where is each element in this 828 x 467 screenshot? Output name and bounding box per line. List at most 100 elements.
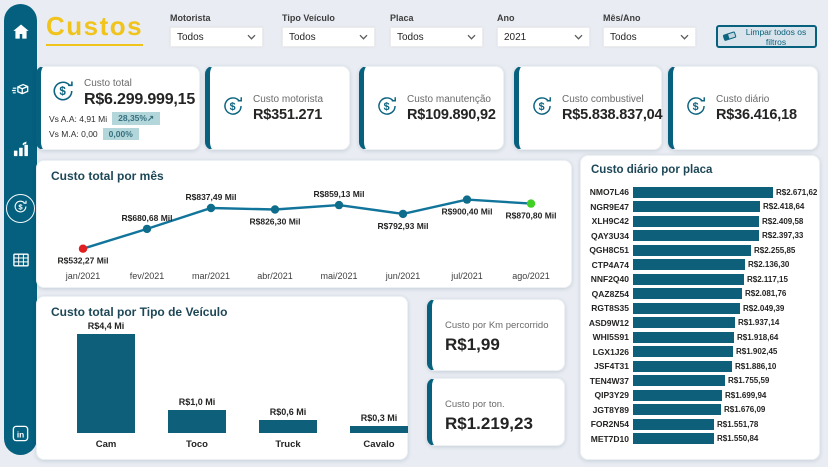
plate-bar-JSF4T31[interactable] (633, 360, 732, 372)
kpi-value: R$109.890,92 (407, 106, 496, 123)
bar-value-label: R$1,0 Mi (178, 397, 216, 407)
plate-label: FOR2N54 (590, 419, 629, 430)
clear-filters-button[interactable]: Limpar todos os filtros (716, 25, 817, 48)
data-point-mai/2021[interactable] (334, 200, 344, 210)
kpi-value: R$36.416,18 (716, 106, 797, 123)
bar-Toco[interactable] (168, 410, 226, 433)
plate-bar-ASD9W12[interactable] (633, 317, 735, 329)
plate-bar-QAZ8Z54[interactable] (633, 288, 742, 300)
bar-Cavalo[interactable] (350, 426, 408, 433)
plate-row: TEN4W37 R$1.755,59 (587, 374, 817, 389)
kpi-label: Custo diário (716, 93, 770, 105)
plate-value: R$1.755,59 (728, 376, 770, 386)
bar-column-Cam: R$4,4 Mi (74, 321, 138, 433)
plate-value: R$2.255,85 (754, 245, 796, 255)
bar-chart-card: Custo total por Tipo de Veículo R$4,4 Mi… (36, 296, 408, 460)
data-point-mar/2021[interactable] (206, 203, 216, 213)
filter-dropdown-2[interactable]: Todos (282, 27, 375, 47)
plate-bar-XLH9C42[interactable] (633, 215, 759, 227)
plate-label: XLH9C42 (591, 216, 629, 227)
bar-Cam[interactable] (77, 334, 135, 433)
x-axis-label: fev/2021 (130, 271, 165, 281)
chevron-down-icon (247, 32, 256, 43)
plate-value: R$1.937,14 (738, 318, 780, 328)
filter-dropdown-3[interactable]: Todos (390, 27, 483, 47)
plate-row: WHI5S91 R$1.918,64 (587, 330, 817, 345)
sidebar-item-table[interactable] (9, 251, 32, 274)
sidebar-item-stats[interactable] (9, 140, 32, 163)
sidebar-item-custos-active[interactable]: $ (6, 194, 35, 223)
plate-row: NMO7L46 R$2.671,62 (587, 185, 817, 200)
point-label: R$859,13 Mil (313, 189, 364, 199)
data-point-abr/2021[interactable] (270, 205, 280, 214)
plate-label: TEN4W37 (589, 375, 629, 386)
kpi-card-2: $ Custo motorista R$351.271 (205, 66, 350, 150)
plate-row: ASD9W12 R$1.937,14 (587, 316, 817, 331)
kpi-label: Custo manutenção (407, 93, 491, 105)
filter-dropdown-4[interactable]: 2021 (497, 27, 590, 47)
eraser-icon (722, 30, 737, 44)
plate-bar-LGX1J26[interactable] (633, 346, 733, 358)
kpi-card-custo-total: $ Custo total R$6.299.999,15 Vs A.A: 4,9… (36, 66, 200, 150)
kpi-card-3: $ Custo manutenção R$109.890,92 (359, 66, 504, 150)
plate-bar-NGR9E47[interactable] (633, 201, 760, 213)
point-label: R$792,93 Mil (377, 221, 428, 231)
page-title: Custos (46, 11, 144, 46)
x-axis-label: jun/2021 (385, 271, 421, 281)
filter-value: Todos (177, 31, 204, 43)
sidebar-item-home[interactable] (9, 23, 32, 46)
plate-value: R$2.671,62 (776, 187, 818, 197)
svg-text:in: in (17, 429, 24, 439)
data-point-jan/2021[interactable] (78, 244, 88, 253)
plate-value: R$1.550,84 (717, 434, 759, 444)
plate-bar-FOR2N54[interactable] (633, 418, 714, 430)
bar-column-Cavalo: R$0,3 Mi (347, 413, 411, 433)
vs-aa-label: Vs A.A: 4,91 Mi (49, 113, 108, 124)
plate-bar-NNF2Q40[interactable] (633, 273, 744, 285)
mini-kpi-card-2: Custo por ton. R$1.219,23 (427, 378, 565, 446)
plate-label: RGT8S35 (591, 303, 629, 314)
filter-label: Motorista (170, 13, 211, 23)
data-point-fev/2021[interactable] (142, 224, 152, 234)
plate-bar-QGH8C51[interactable] (633, 244, 751, 256)
plate-bar-JGT8Y89[interactable] (633, 404, 721, 416)
point-label: R$680,68 Mil (121, 213, 172, 223)
bar-column-Toco: R$1,0 Mi (165, 397, 229, 433)
chevron-down-icon (574, 32, 583, 43)
svg-text:$: $ (230, 100, 236, 112)
vs-aa-badge: 28,35%↗ (112, 112, 161, 125)
plate-row: LGX1J26 R$1.902,45 (587, 345, 817, 360)
linkedin-icon[interactable]: in (10, 423, 31, 444)
filter-dropdown-1[interactable]: Todos (170, 27, 263, 47)
x-axis-label: jul/2021 (450, 271, 483, 281)
clear-filters-label: Limpar todos os filtros (745, 26, 807, 47)
data-point-jul/2021[interactable] (462, 195, 472, 204)
filter-value: Todos (397, 31, 424, 43)
filter-dropdown-5[interactable]: Todos (603, 27, 696, 47)
plate-bar-QIP3Y29[interactable] (633, 389, 722, 401)
money-cycle-icon: $ (530, 94, 554, 123)
plate-row: JSF4T31 R$1.886,10 (587, 359, 817, 374)
x-axis-label: abr/2021 (257, 271, 293, 281)
plate-label: LGX1J26 (592, 346, 629, 357)
plate-bar-QAY3U34[interactable] (633, 230, 759, 242)
plate-bar-WHI5S91[interactable] (633, 331, 734, 343)
point-label: R$826,30 Mil (249, 217, 300, 227)
filter-value: 2021 (504, 31, 527, 43)
data-point-jun/2021[interactable] (398, 209, 408, 219)
filter-group-5: Mês/Ano Todos (603, 13, 696, 47)
plate-bar-CTP4A74[interactable] (633, 259, 745, 271)
plate-bar-RGT8S35[interactable] (633, 302, 740, 314)
plate-bar-MET7D10[interactable] (633, 433, 714, 445)
x-axis-label: ago/2021 (512, 271, 550, 281)
data-point-ago/2021[interactable] (526, 199, 536, 208)
bar-Truck[interactable] (259, 420, 317, 433)
plate-bar-TEN4W37[interactable] (633, 375, 725, 387)
plate-label: QIP3Y29 (594, 390, 630, 401)
sidebar-item-delivery[interactable] (9, 81, 32, 104)
plate-value: R$1.902,45 (736, 347, 778, 357)
plate-value: R$2.136,30 (748, 260, 790, 270)
plate-bar-NMO7L46[interactable] (633, 186, 773, 198)
plate-value: R$1.918,64 (737, 332, 779, 342)
plate-value: R$1.699,94 (725, 390, 767, 400)
